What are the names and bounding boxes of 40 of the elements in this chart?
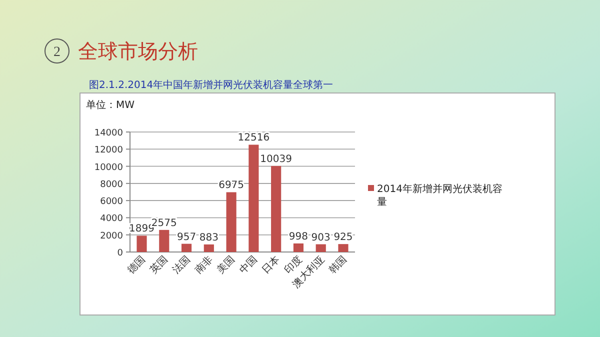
x-tick-label: 中国 xyxy=(237,254,260,276)
data-label: 2575 xyxy=(151,218,177,229)
bar xyxy=(204,244,214,252)
y-axis-title: 单位：MW xyxy=(86,99,135,111)
x-tick-label: 德国 xyxy=(126,254,148,276)
data-label: 12516 xyxy=(238,132,270,144)
bar xyxy=(271,166,282,252)
bar xyxy=(159,230,170,252)
y-tick-label: 6000 xyxy=(100,197,124,208)
chart-subtitle: 图2.1.2.2014年中国年新增并网光伏装机容量全球第一 xyxy=(89,79,334,91)
data-label: 925 xyxy=(334,232,353,244)
x-tick-label: 南非 xyxy=(192,254,216,276)
data-label: 957 xyxy=(176,232,196,243)
x-tick-label: 法国 xyxy=(170,254,193,276)
x-tick-label: 美国 xyxy=(214,254,238,276)
bar xyxy=(136,236,147,252)
bar xyxy=(226,192,236,252)
bar xyxy=(248,144,259,252)
bar xyxy=(316,244,326,252)
y-tick-label: 0 xyxy=(117,248,124,258)
bar xyxy=(293,243,304,252)
x-tick-label: 韩国 xyxy=(326,254,350,276)
legend-label: 2014年新增并网光伏装机容量 xyxy=(377,183,502,208)
x-tick-label: 日本 xyxy=(260,254,282,276)
bar xyxy=(181,244,192,252)
y-tick-label: 10000 xyxy=(94,162,124,173)
data-label: 883 xyxy=(199,232,218,244)
y-tick-label: 12000 xyxy=(94,146,124,156)
data-label: 10039 xyxy=(260,154,292,165)
chart-title: 全球市场分析 xyxy=(78,39,198,63)
y-tick-label: 4000 xyxy=(100,214,124,224)
data-label: 998 xyxy=(288,231,308,242)
y-tick-label: 14000 xyxy=(94,128,124,138)
data-label: 903 xyxy=(311,232,330,244)
data-label: 6975 xyxy=(218,180,244,192)
y-tick-label: 2000 xyxy=(100,231,124,242)
y-tick-label: 8000 xyxy=(100,180,124,190)
x-tick-label: 英国 xyxy=(148,254,170,276)
text: 2 xyxy=(54,45,60,60)
bar xyxy=(338,244,348,252)
